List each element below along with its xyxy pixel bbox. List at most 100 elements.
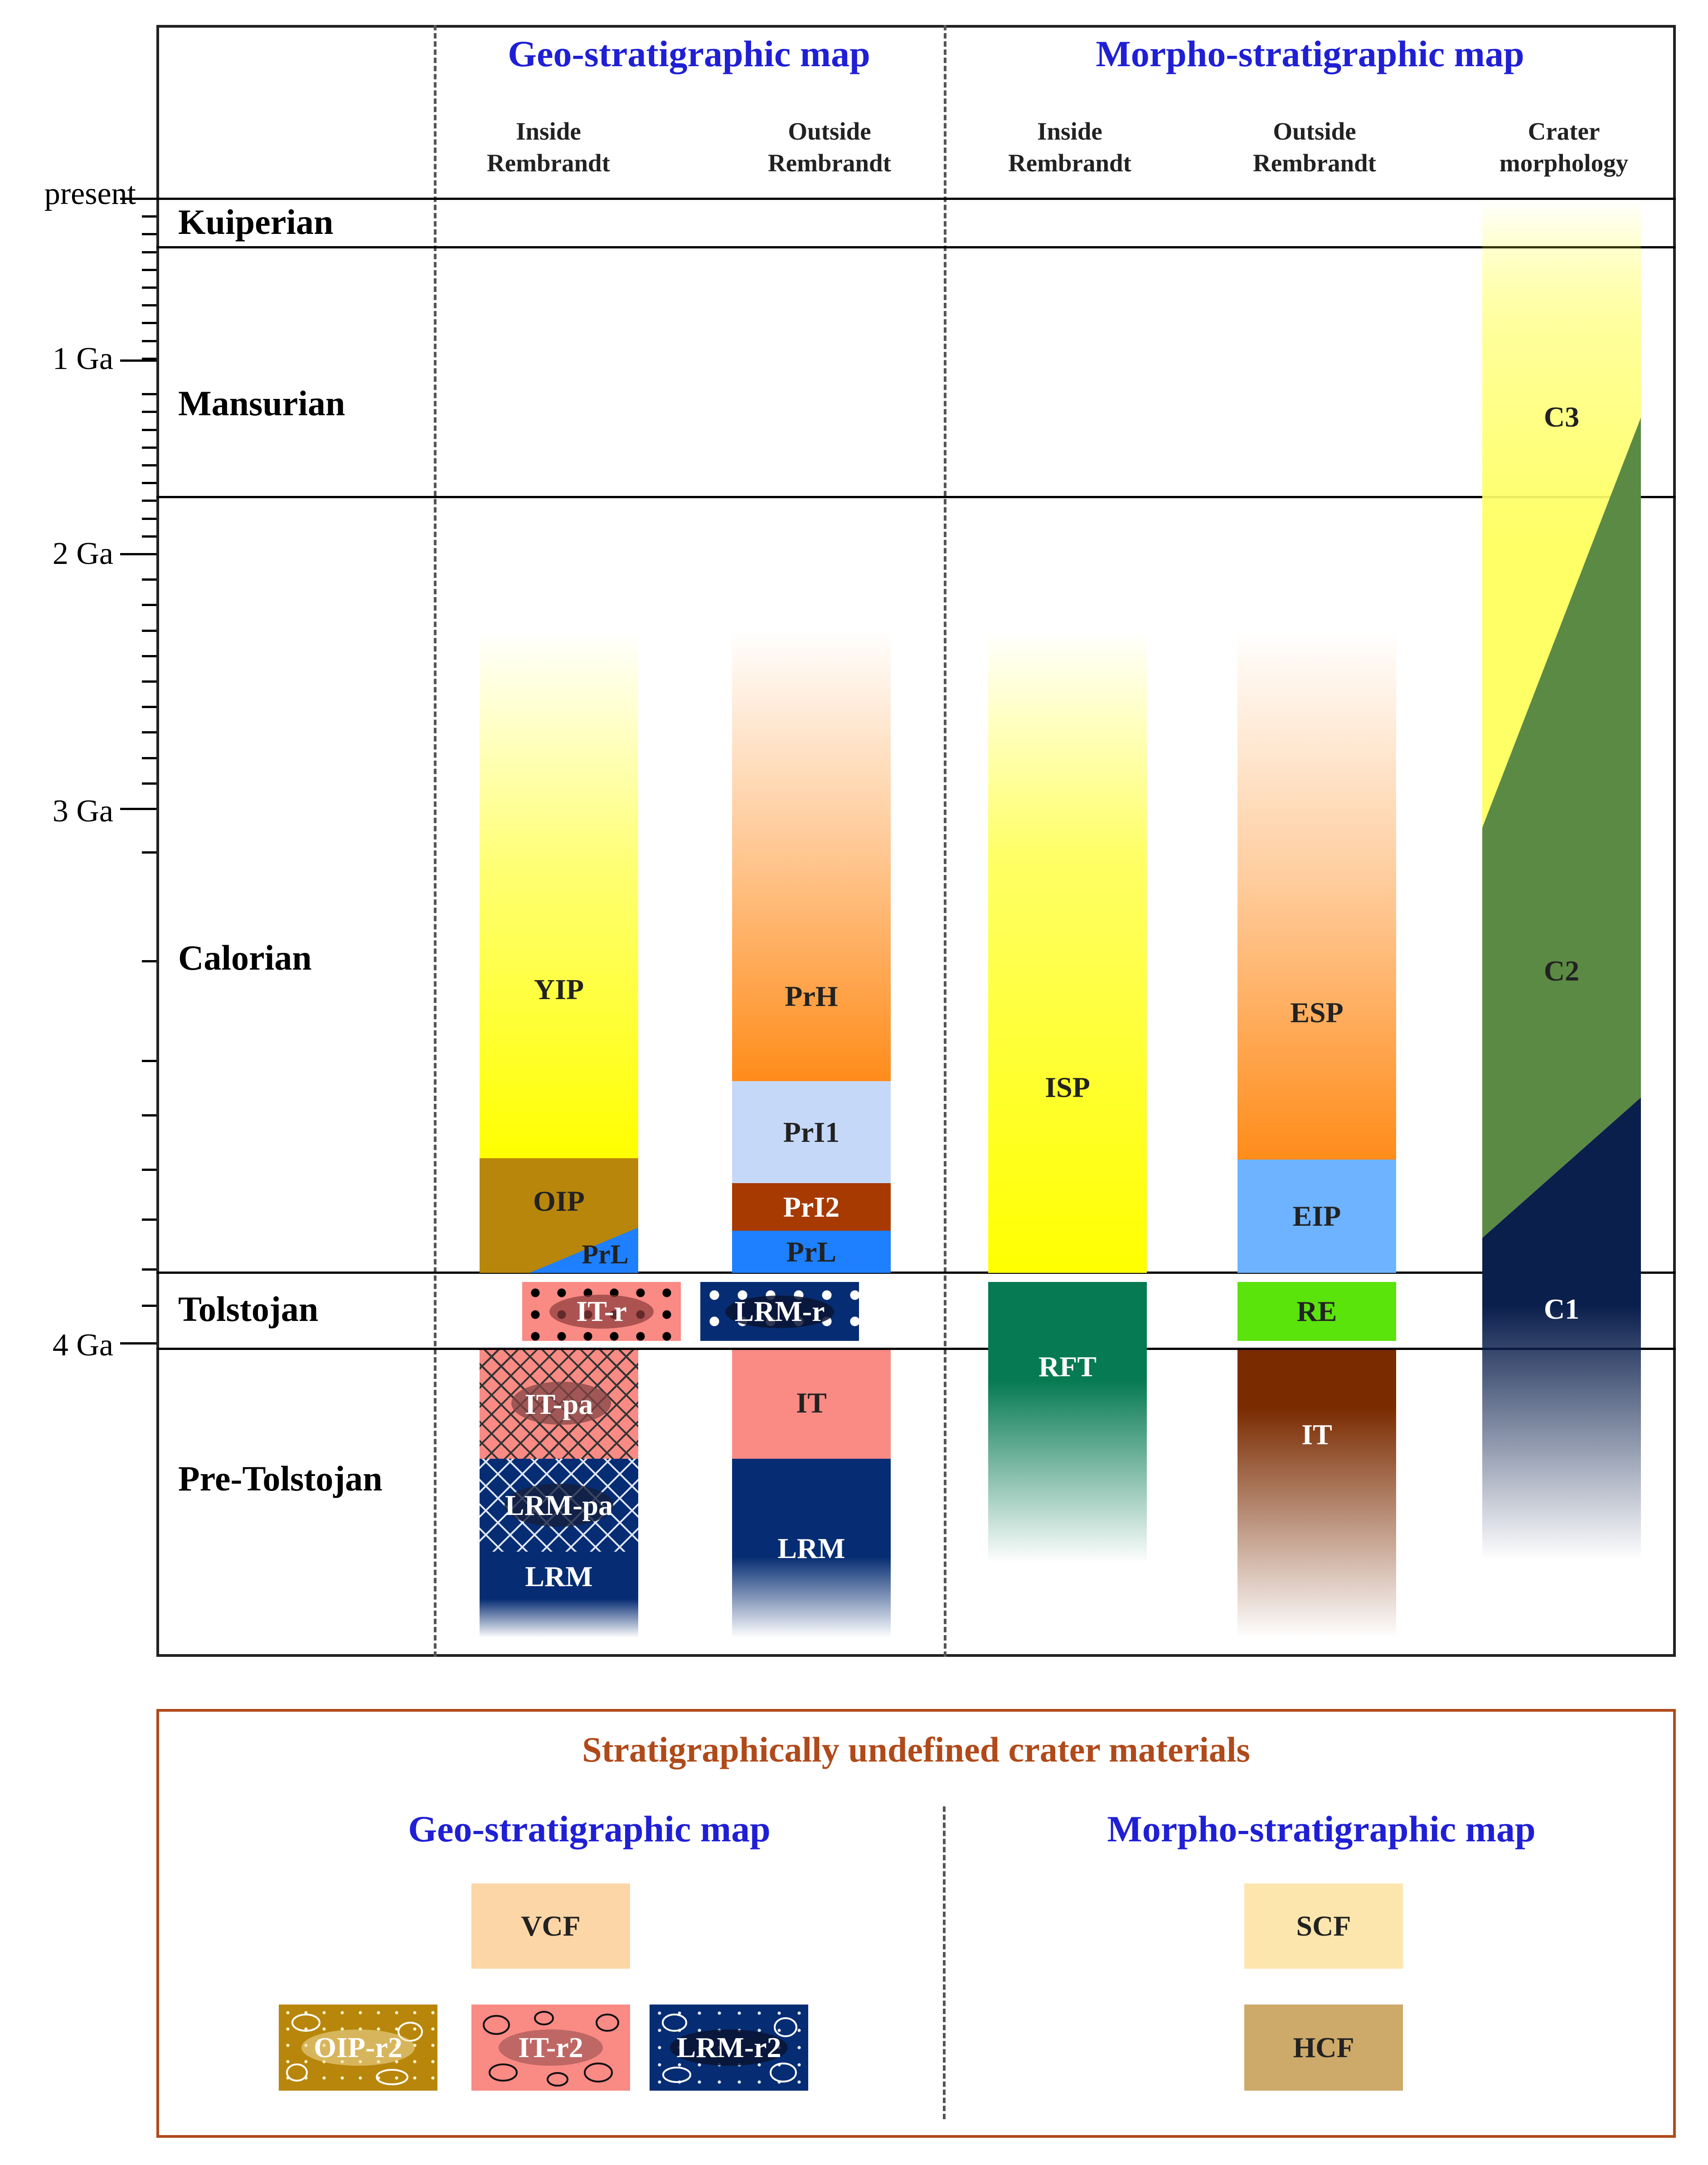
- unit-it-r: IT-r: [522, 1282, 681, 1341]
- unit-label: IT: [796, 1387, 827, 1419]
- period-mansurian: Mansurian: [178, 383, 345, 423]
- minor-tick: [142, 322, 156, 325]
- unit-label: IT-r: [576, 1295, 627, 1327]
- unit-label: OIP-r2: [314, 2031, 403, 2063]
- header-line: Outside: [1273, 117, 1356, 145]
- crater-c3-shape: [1482, 200, 1641, 828]
- minor-tick: [142, 215, 156, 218]
- header-line: Rembrandt: [1253, 149, 1376, 177]
- unit-re: RE: [1237, 1282, 1396, 1341]
- unit-lrm-outside: LRM: [732, 1459, 891, 1638]
- crater-c1-shape: [1482, 1097, 1641, 1560]
- unit-label: C3: [1543, 401, 1580, 433]
- unit-label: LRM-r2: [676, 2031, 781, 2063]
- crater-c2-label: C2: [1482, 948, 1641, 994]
- minor-tick: [142, 411, 156, 413]
- unit-lrm-pa: LRM-pa: [480, 1459, 638, 1552]
- unit-label: IT-pa: [524, 1388, 593, 1420]
- minor-tick: [142, 393, 156, 396]
- minor-tick: [142, 482, 156, 485]
- unit-label: EIP: [1292, 1200, 1341, 1232]
- pattern-ring: [291, 2014, 320, 2032]
- pattern-ring: [596, 2014, 619, 2032]
- line-tolstojan-pretolstojan: [156, 1348, 1676, 1350]
- minor-tick: [142, 960, 156, 962]
- header-geo-inside: Inside Rembrandt: [453, 116, 644, 179]
- minor-tick: [142, 1305, 156, 1307]
- unit-label: RFT: [1038, 1350, 1097, 1383]
- legend-ring-pattern: [483, 2011, 619, 2087]
- unit-esp: ESP: [1237, 630, 1396, 1160]
- legend-it-r2: IT-r2: [471, 2005, 630, 2091]
- line-mansurian-calorian: [156, 496, 1676, 498]
- main-frame: [156, 25, 1676, 1657]
- unit-ellipse: [505, 1484, 613, 1527]
- header-morpho-outside: Outside Rembrandt: [1219, 116, 1410, 179]
- legend-hcf: HCF: [1244, 2005, 1403, 2091]
- unit-label: PrH: [785, 980, 838, 1012]
- minor-tick: [142, 851, 156, 854]
- header-morpho-inside: Inside Rembrandt: [975, 116, 1165, 179]
- header-line: Inside: [516, 117, 581, 145]
- pattern-ring: [534, 2011, 554, 2025]
- header-line: Crater: [1528, 117, 1600, 145]
- pattern-ring: [774, 2017, 797, 2037]
- line-present: [156, 198, 1676, 200]
- period-calorian: Calorian: [178, 938, 312, 977]
- period-pre-tolstojan: Pre-Tolstojan: [178, 1459, 383, 1498]
- morpho-map-title: Morpho-stratigraphic map: [1096, 33, 1524, 74]
- crater-c2-shape: [1482, 417, 1641, 1238]
- unit-label: LRM-r: [734, 1295, 825, 1327]
- minor-tick: [142, 1114, 156, 1116]
- major-tick-2ga: [120, 553, 156, 555]
- minor-tick: [142, 782, 156, 785]
- unit-label: C2: [1543, 955, 1580, 987]
- pattern-ring: [489, 2063, 518, 2082]
- unit-eip: EIP: [1237, 1160, 1396, 1273]
- unit-ellipse: [725, 1296, 834, 1328]
- unit-label: YIP: [534, 973, 584, 1005]
- major-tick-3ga: [120, 808, 156, 810]
- minor-tick: [142, 1268, 156, 1271]
- unit-label: C1: [1543, 1293, 1580, 1325]
- unit-label: SCF: [1296, 1910, 1351, 1942]
- unit-ellipse: [499, 2029, 603, 2066]
- unit-it-pa: IT-pa: [480, 1350, 638, 1459]
- period-tolstojan: Tolstojan: [178, 1289, 319, 1329]
- header-line: Outside: [788, 117, 871, 145]
- minor-tick: [142, 535, 156, 538]
- unit-pri2: PrI2: [732, 1183, 891, 1231]
- minor-tick: [142, 629, 156, 632]
- minor-tick: [142, 1169, 156, 1171]
- minor-tick: [142, 233, 156, 236]
- legend-ring-pattern: [662, 2014, 797, 2083]
- header-line: Inside: [1037, 117, 1102, 145]
- unit-pri1: PrI1: [732, 1081, 891, 1183]
- unit-it-outside: IT: [732, 1350, 891, 1459]
- minor-tick: [142, 340, 156, 342]
- unit-prl-inside-shape: [529, 1228, 638, 1273]
- unit-label: PrI2: [783, 1190, 840, 1223]
- unit-label: IT-r2: [518, 2031, 583, 2063]
- unit-label: OIP: [533, 1185, 585, 1217]
- geo-map-title: Geo-stratigraphic map: [508, 33, 870, 74]
- legend-title: Stratigraphically undefined crater mater…: [582, 1730, 1250, 1769]
- unit-prl-outside: PrL: [732, 1231, 891, 1273]
- minor-tick: [142, 286, 156, 289]
- age-label-present: present: [44, 176, 136, 211]
- period-kuiperian: Kuiperian: [178, 202, 334, 242]
- age-label-4ga: 4 Ga: [52, 1328, 113, 1363]
- age-label-2ga: 2 Ga: [52, 536, 113, 571]
- unit-label: PrI1: [783, 1116, 840, 1148]
- header-line: morphology: [1499, 149, 1629, 177]
- minor-tick: [142, 655, 156, 657]
- crater-morphology-column: [1482, 200, 1641, 1560]
- header-crater-morphology: Crater morphology: [1469, 116, 1659, 179]
- unit-label: ISP: [1045, 1071, 1090, 1103]
- unit-label: HCF: [1293, 2031, 1354, 2063]
- unit-yip: YIP: [480, 630, 638, 1158]
- major-tick-4ga: [120, 1342, 156, 1345]
- minor-tick: [142, 1060, 156, 1062]
- divider-geo-morpho: [944, 25, 946, 1657]
